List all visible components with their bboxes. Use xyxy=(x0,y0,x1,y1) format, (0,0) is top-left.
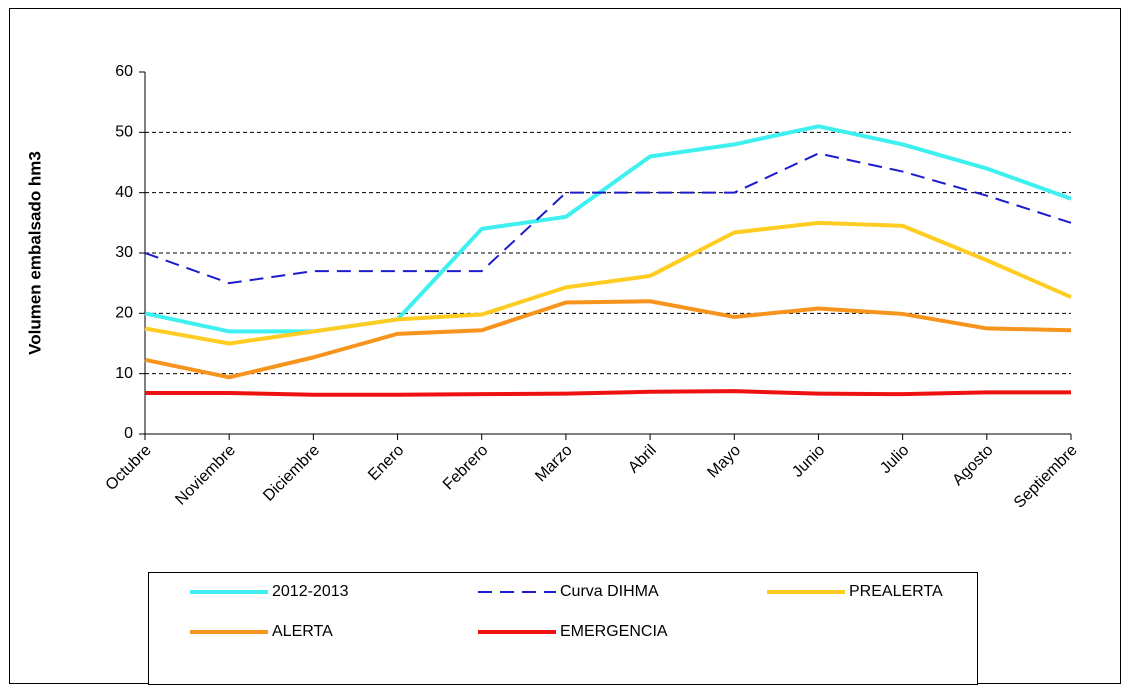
y-tick-label: 50 xyxy=(115,124,133,141)
series-line xyxy=(145,389,1071,397)
legend-label: Curva DIHMA xyxy=(560,583,659,600)
y-axis-label: Volumen embalsado hm3 xyxy=(25,151,44,355)
y-tick-label: 10 xyxy=(115,365,133,382)
chart-frame xyxy=(9,8,1121,684)
y-tick-label: 20 xyxy=(115,305,133,322)
series-line xyxy=(144,299,1072,380)
y-tick-label: 30 xyxy=(115,244,133,261)
series-line xyxy=(144,152,1072,285)
legend-label: PREALERTA xyxy=(849,583,943,600)
y-tick-label: 60 xyxy=(115,63,133,80)
legend-label: EMERGENCIA xyxy=(560,623,668,640)
series-line xyxy=(144,220,1072,346)
legend-label: ALERTA xyxy=(272,623,333,640)
y-tick-label: 0 xyxy=(124,425,133,442)
y-tick-label: 40 xyxy=(115,184,133,201)
legend-label: 2012-2013 xyxy=(272,583,349,600)
